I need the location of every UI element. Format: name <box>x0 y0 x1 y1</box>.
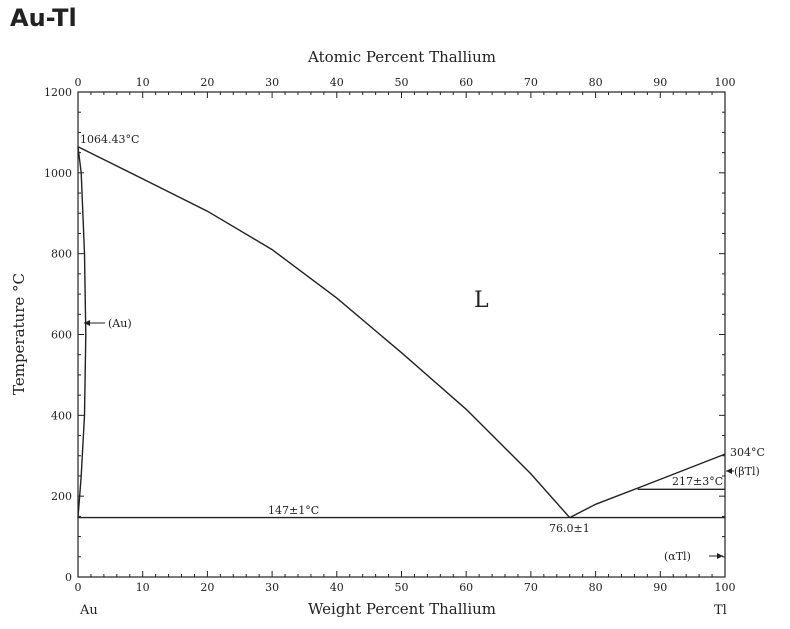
tl-melting-label: 304°C <box>730 446 765 459</box>
x2-tick-label: 90 <box>653 76 667 89</box>
au-end-label: Au <box>79 603 98 618</box>
x-tick-label: 80 <box>589 581 603 594</box>
y-tick-label: 400 <box>51 409 72 422</box>
x-tick-label: 90 <box>653 581 667 594</box>
x2-tick-label: 20 <box>200 76 214 89</box>
liquidus-tl-side <box>569 453 726 519</box>
x2-tick-label: 40 <box>330 76 344 89</box>
y-tick-label: 1000 <box>44 167 72 180</box>
y-axis-title: Temperature °C <box>10 273 28 395</box>
x2-tick-label: 60 <box>459 76 473 89</box>
x-tick-label: 20 <box>200 581 214 594</box>
y-tick-label: 0 <box>65 571 72 584</box>
y-tick-label: 200 <box>51 490 72 503</box>
arrows-group <box>84 320 734 559</box>
x2-tick-label: 0 <box>75 76 82 89</box>
x2-tick-label: 70 <box>524 76 538 89</box>
eutectic-comp-label: 76.0±1 <box>549 522 590 535</box>
x2-tick-label: 80 <box>589 76 603 89</box>
au-solvus <box>77 146 87 518</box>
au-melting-label: 1064.43°C <box>80 133 139 146</box>
tick-labels-group: 0 10 20 30 40 50 60 70 80 90 1000 10 20 30 40 50 60 70 80 9… <box>44 76 736 594</box>
alpha-tl-arrow-head <box>717 553 723 559</box>
x-tick-label: 30 <box>265 581 279 594</box>
x-tick-label: 10 <box>136 581 150 594</box>
beta-tl-arrow-head <box>726 468 732 474</box>
x2-tick-label: 50 <box>395 76 409 89</box>
y-tick-label: 800 <box>51 248 72 261</box>
x-tick-label: 100 <box>715 581 736 594</box>
x2-tick-label: 10 <box>136 76 150 89</box>
beta-tl-label: (βTl) <box>734 465 760 478</box>
ticks-group <box>77 91 726 578</box>
page-title: Au-Tl <box>10 4 77 32</box>
eutectic-temp-label: 147±1°C <box>268 504 319 517</box>
curves-group <box>77 146 726 519</box>
x2-tick-label: 30 <box>265 76 279 89</box>
top-axis-title: Atomic Percent Thallium <box>307 48 496 66</box>
plot-frame <box>77 91 726 578</box>
x-tick-label: 60 <box>459 581 473 594</box>
allotropic-temp-label: 217±3°C <box>672 475 723 488</box>
liquid-region-label: L <box>474 288 489 313</box>
x-tick-label: 50 <box>395 581 409 594</box>
x-tick-label: 70 <box>524 581 538 594</box>
tl-end-label: Tl <box>714 603 727 618</box>
y-tick-label: 1200 <box>44 86 72 99</box>
au-phase-arrow-head <box>84 320 90 326</box>
x2-tick-label: 100 <box>715 76 736 89</box>
y-tick-label: 600 <box>51 329 72 342</box>
liquidus-au-side <box>77 146 571 519</box>
x-tick-label: 0 <box>75 581 82 594</box>
au-phase-label: (Au) <box>108 317 132 330</box>
x-tick-label: 40 <box>330 581 344 594</box>
alpha-tl-label: (αTl) <box>664 550 691 563</box>
bottom-axis-title: Weight Percent Thallium <box>308 600 496 618</box>
